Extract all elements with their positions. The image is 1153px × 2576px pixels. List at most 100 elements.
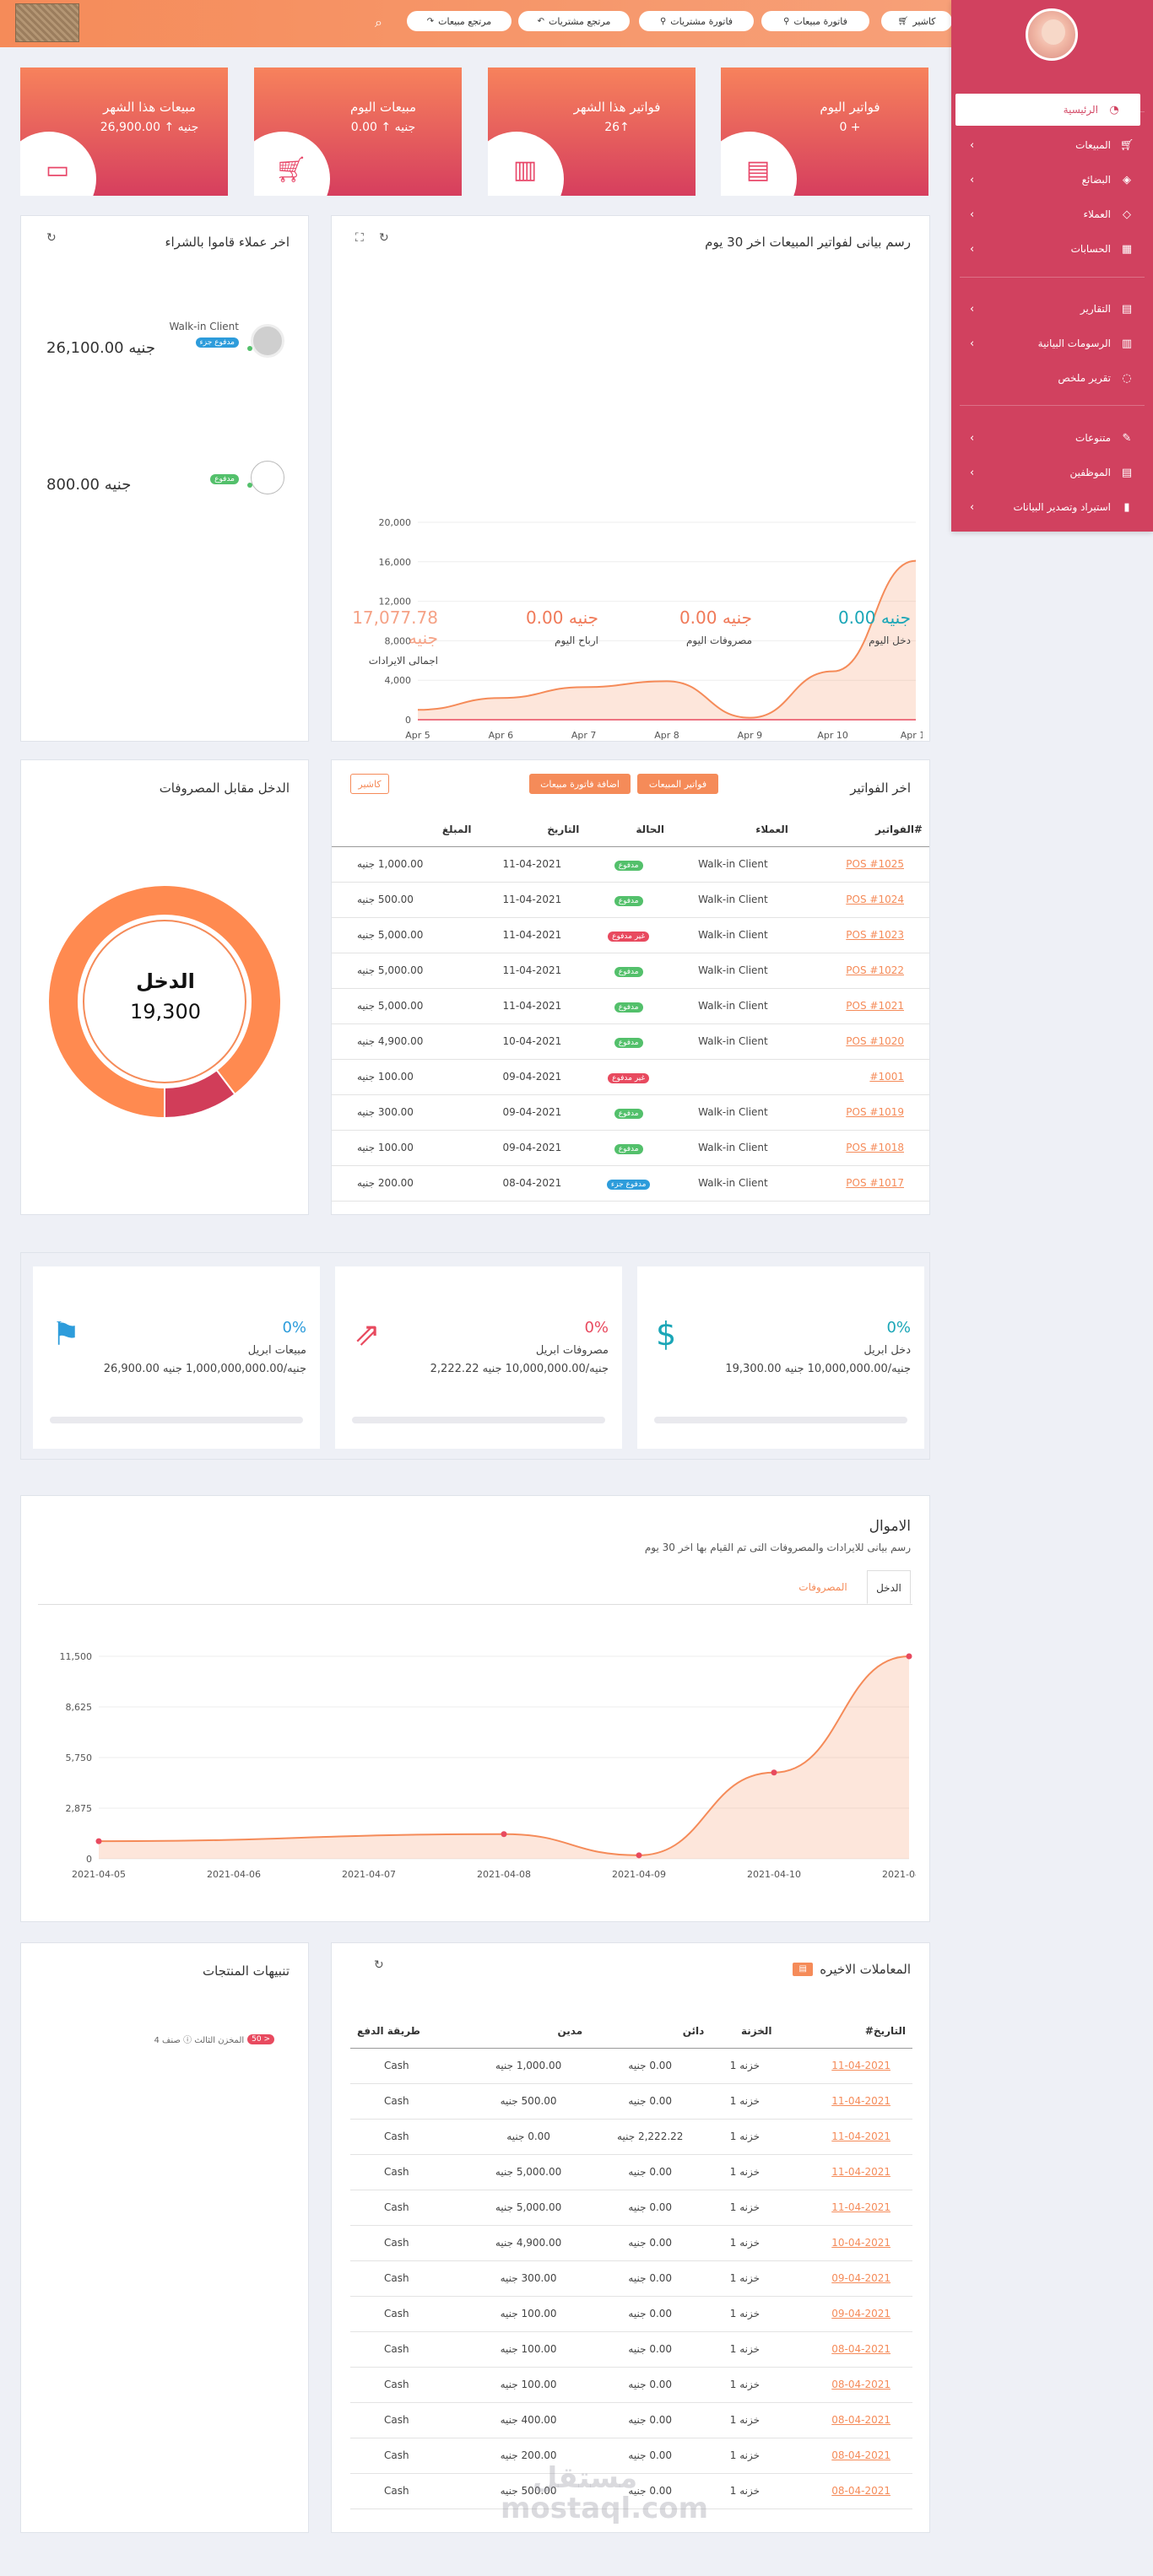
money-icon: $ <box>656 1315 677 1353</box>
invoice-link[interactable]: POS #1019 <box>846 1106 904 1118</box>
kpi-card-0[interactable]: ▤ فواتير اليوم 0 + <box>721 68 928 196</box>
invoice-link[interactable]: POS #1022 <box>846 964 904 976</box>
refresh-icon[interactable]: ↻ <box>379 231 389 245</box>
sidebar-item-9[interactable]: ▤ الموظفين ‹ <box>951 456 1153 489</box>
status-badge: مدفوع <box>614 1002 643 1013</box>
money-tab-0[interactable]: الدخل <box>867 1570 911 1604</box>
invoice-link[interactable]: #1001 <box>869 1071 904 1083</box>
date-link[interactable]: 08-04-2021 <box>831 2449 890 2461</box>
invoice-link[interactable]: POS #1018 <box>846 1142 904 1153</box>
date-link[interactable]: 09-04-2021 <box>831 2272 890 2284</box>
client-cell: Walk-in Client <box>670 988 795 1024</box>
sidebar-item-0[interactable]: ◔ الرئيسية <box>955 94 1140 126</box>
series-area <box>99 1656 909 1859</box>
date-link[interactable]: 11-04-2021 <box>831 2095 890 2107</box>
invoice-link[interactable]: POS #1021 <box>846 1000 904 1012</box>
table-row[interactable]: POS #1025 Walk-in Client مدفوع 11-04-2021 1,… <box>332 846 929 883</box>
kpi-card-2[interactable]: 🛒︎ مبيعات اليوم 0.00 ↑ جنيه <box>254 68 462 196</box>
avatar[interactable] <box>1026 8 1078 61</box>
table-row[interactable]: 10-04-2021 خزنه 1 0.00 جنيه 4,900.00 جنيه Ca… <box>350 2225 912 2261</box>
kpi-card-3[interactable]: ▭ مبيعات هذا الشهر 26,900.00 ↑ جنيه <box>20 68 228 196</box>
donut-slice[interactable] <box>48 885 281 1118</box>
topbar-button-4[interactable]: ↷ مرتجع مبيعات <box>407 11 512 31</box>
sidebar-item-4[interactable]: ▦ الحسابات ‹ <box>951 233 1153 265</box>
invoice-link[interactable]: POS #1017 <box>846 1177 904 1189</box>
data-point[interactable] <box>906 1653 912 1660</box>
table-row[interactable]: 11-04-2021 خزنه 1 0.00 جنيه 500.00 جنيه Cash <box>350 2083 912 2120</box>
table-row[interactable]: 08-04-2021 خزنه 1 0.00 جنيه 400.00 جنيه Cash <box>350 2402 912 2438</box>
table-row[interactable]: 11-04-2021 خزنه 1 0.00 جنيه 1,000.00 جنيه Ca… <box>350 2048 912 2084</box>
sidebar-item-2[interactable]: ◈ البضائع ‹ <box>951 164 1153 196</box>
sidebar-item-6[interactable]: ▥ الرسومات البيانية ‹ <box>951 327 1153 359</box>
column-header: التاريخ <box>478 813 587 847</box>
table-row[interactable]: 11-04-2021 خزنه 1 0.00 جنيه 5,000.00 جنيه Ca… <box>350 2190 912 2226</box>
sidebar-item-1[interactable]: 🛒︎ المبيعات ‹ <box>951 129 1153 161</box>
sidebar-item-10[interactable]: ▮ استيراد وتصدير البيانات ‹ <box>951 491 1153 523</box>
table-row[interactable]: 09-04-2021 خزنه 1 0.00 جنيه 100.00 جنيه Cash <box>350 2296 912 2332</box>
invoice-id-cell: POS #1024 <box>794 882 929 918</box>
invoice-action-button-1[interactable]: فواتير المبيعات <box>637 774 718 794</box>
date-link[interactable]: 11-04-2021 <box>831 2166 890 2178</box>
refresh-icon[interactable]: ↻ <box>46 231 57 245</box>
invoice-link[interactable]: POS #1024 <box>846 894 904 905</box>
table-row[interactable]: 08-04-2021 خزنه 1 0.00 جنيه 100.00 جنيه Cash <box>350 2331 912 2368</box>
date-link[interactable]: 09-04-2021 <box>831 2308 890 2319</box>
bag-icon: ⚲ <box>659 16 667 26</box>
date-link[interactable]: 08-04-2021 <box>831 2379 890 2390</box>
invoice-link[interactable]: POS #1025 <box>846 858 904 870</box>
table-row[interactable]: POS #1018 Walk-in Client مدفوع 09-04-2021 10… <box>332 1130 929 1166</box>
chevron-icon: ‹ <box>970 337 975 350</box>
table-row[interactable]: 11-04-2021 خزنه 1 0.00 جنيه 5,000.00 جنيه Ca… <box>350 2154 912 2190</box>
sidebar-item-8[interactable]: ✎ متنوعات ‹ <box>951 422 1153 454</box>
table-row[interactable]: #1001 غير مدفوع 09-04-2021 100.00 جنيه <box>332 1059 929 1095</box>
donut-slice[interactable] <box>164 1068 236 1118</box>
sidebar-item-5[interactable]: ▤ التقارير ‹ <box>951 293 1153 325</box>
table-row[interactable]: POS #1020 Walk-in Client مدفوع 10-04-2021 4,… <box>332 1023 929 1060</box>
date-link[interactable]: 08-04-2021 <box>831 2343 890 2355</box>
month-label: مصروفات ابريل <box>535 1344 609 1357</box>
data-point[interactable] <box>95 1838 102 1844</box>
topbar-button-0[interactable]: 🛒︎ كاشير <box>881 11 952 31</box>
amount-cell: 5,000.00 جنيه <box>332 953 479 989</box>
date-link[interactable]: 08-04-2021 <box>831 2414 890 2426</box>
table-row[interactable]: 11-04-2021 خزنه 1 2,222.22 جنيه 0.00 جنيه Ca… <box>350 2119 912 2155</box>
invoice-link[interactable]: POS #1023 <box>846 929 904 941</box>
table-row[interactable]: POS #1022 Walk-in Client مدفوع 11-04-2021 5,… <box>332 953 929 989</box>
expand-icon[interactable]: ⛶ <box>355 231 364 245</box>
date-cell: 08-04-2021 <box>778 2331 912 2368</box>
table-row[interactable]: 08-04-2021 خزنه 1 0.00 جنيه 500.00 جنيه Cash <box>350 2473 912 2509</box>
invoice-action-button-2[interactable]: كاشير <box>350 774 389 794</box>
kpi-card-1[interactable]: ▥ فواتير هذا الشهر 26↑ <box>488 68 696 196</box>
logo[interactable] <box>15 3 79 42</box>
date-link[interactable]: 11-04-2021 <box>831 2201 890 2213</box>
series-line <box>417 559 917 719</box>
date-link[interactable]: 11-04-2021 <box>831 2060 890 2071</box>
amount-cell: 100.00 جنيه <box>332 1130 479 1166</box>
topbar-button-3[interactable]: ↶ مرتجع مشتريات <box>518 11 630 31</box>
product-alert-item[interactable]: 50 > صنف 4 ⓘ المخزن الثالث <box>154 2033 274 2045</box>
date-link[interactable]: 10-04-2021 <box>831 2237 890 2249</box>
table-row[interactable]: POS #1019 Walk-in Client مدفوع 09-04-2021 30… <box>332 1094 929 1131</box>
table-row[interactable]: 08-04-2021 خزنه 1 0.00 جنيه 100.00 جنيه Cash <box>350 2367 912 2403</box>
sidebar-item-3[interactable]: ◇ العملاء ‹ <box>951 198 1153 230</box>
topbar-button-2[interactable]: ⚲ فاتورة مشتريات <box>639 11 754 31</box>
table-row[interactable]: 09-04-2021 خزنه 1 0.00 جنيه 300.00 جنيه Cash <box>350 2260 912 2297</box>
search-icon[interactable]: ⌕ <box>375 14 382 30</box>
money-tab-1[interactable]: المصروفات <box>798 1581 847 1593</box>
data-point[interactable] <box>771 1769 777 1776</box>
sidebar-item-7[interactable]: ◌ تقرير ملخص <box>951 362 1153 394</box>
invoice-link[interactable]: POS #1020 <box>846 1035 904 1047</box>
table-row[interactable]: POS #1021 Walk-in Client مدفوع 11-04-2021 5,… <box>332 988 929 1024</box>
data-point[interactable] <box>501 1831 507 1838</box>
topbar-button-1[interactable]: ⚲ فاتورة مبيعات <box>761 11 869 31</box>
table-row[interactable]: POS #1023 Walk-in Client غير مدفوع 11-04-20… <box>332 917 929 953</box>
data-point[interactable] <box>636 1852 642 1859</box>
date-link[interactable]: 08-04-2021 <box>831 2485 890 2497</box>
table-row[interactable]: POS #1024 Walk-in Client مدفوع 11-04-2021 50… <box>332 882 929 918</box>
table-row[interactable]: POS #1017 Walk-in Client مدفوع جزء 08-04-20… <box>332 1165 929 1202</box>
credit-cell: 0.00 جنيه <box>589 2438 712 2474</box>
invoice-action-button-0[interactable]: اضافة فاتورة مبيعات <box>529 774 631 794</box>
refresh-icon[interactable]: ↻ <box>374 1958 384 1972</box>
table-row[interactable]: 08-04-2021 خزنه 1 0.00 جنيه 200.00 جنيه Cash <box>350 2438 912 2474</box>
date-link[interactable]: 11-04-2021 <box>831 2130 890 2142</box>
